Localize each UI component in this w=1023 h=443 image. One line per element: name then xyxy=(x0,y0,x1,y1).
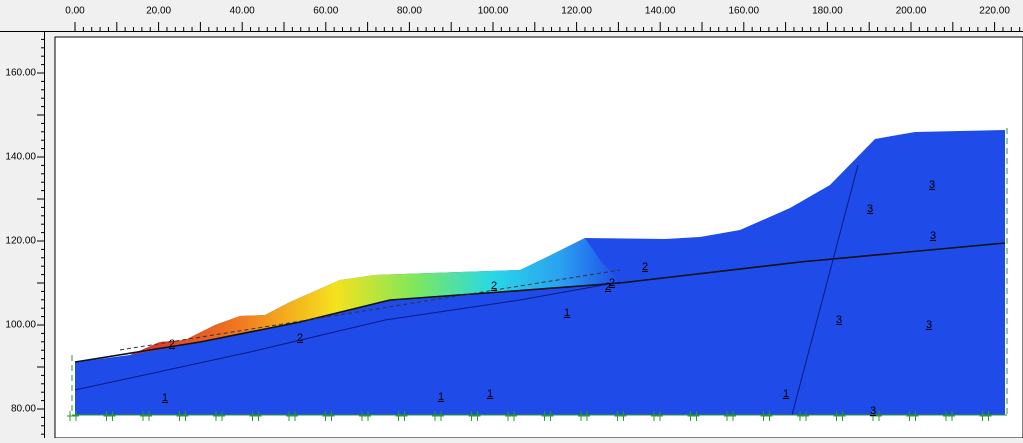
region-label: 1 xyxy=(162,392,168,404)
region-label: 2 xyxy=(605,281,611,293)
top-ruler-label: 60.00 xyxy=(313,6,338,17)
top-ruler-label: 220.00 xyxy=(979,6,1010,17)
region-label: 1 xyxy=(783,388,789,400)
ruler-ticks xyxy=(37,22,1021,435)
top-ruler-label: 0.00 xyxy=(65,6,85,17)
left-ruler-label: 100.00 xyxy=(5,320,36,331)
top-ruler-label: 80.00 xyxy=(397,6,422,17)
left-ruler-label: 140.00 xyxy=(5,152,36,163)
top-ruler-label: 200.00 xyxy=(896,6,927,17)
region-label: 1 xyxy=(438,391,444,403)
region-label: 2 xyxy=(169,338,175,350)
region-label: 3 xyxy=(929,179,935,191)
layer-boundary xyxy=(74,242,1006,363)
region-label: 1 xyxy=(487,388,493,400)
left-ruler-label: 160.00 xyxy=(5,68,36,79)
region-label: 3 xyxy=(930,230,936,242)
region-label: 2 xyxy=(491,280,497,292)
top-ruler-label: 100.00 xyxy=(478,6,509,17)
top-ruler-label: 20.00 xyxy=(146,6,171,17)
top-ruler xyxy=(0,0,1023,32)
top-ruler-label: 120.00 xyxy=(561,6,592,17)
fixities xyxy=(67,411,992,421)
top-ruler-label: 160.00 xyxy=(729,6,760,17)
region-label: 3 xyxy=(870,405,876,417)
region-label: 2 xyxy=(297,332,303,344)
top-ruler-label: 140.00 xyxy=(645,6,676,17)
region-label: 2 xyxy=(642,261,648,273)
region-label: 3 xyxy=(836,314,842,326)
left-ruler-label: 120.00 xyxy=(5,236,36,247)
region-label: 3 xyxy=(926,319,932,331)
region-label: 1 xyxy=(564,307,570,319)
region-label: 2 xyxy=(609,277,615,289)
top-ruler-label: 40.00 xyxy=(230,6,255,17)
slide-mass xyxy=(130,238,620,355)
fault-line xyxy=(791,164,859,416)
top-ruler-label: 180.00 xyxy=(812,6,843,17)
left-ruler xyxy=(0,32,52,438)
region-label: 3 xyxy=(867,203,873,215)
lower-boundary xyxy=(74,281,621,391)
left-ruler-label: 80.00 xyxy=(11,404,36,415)
slip-surface xyxy=(119,269,621,351)
